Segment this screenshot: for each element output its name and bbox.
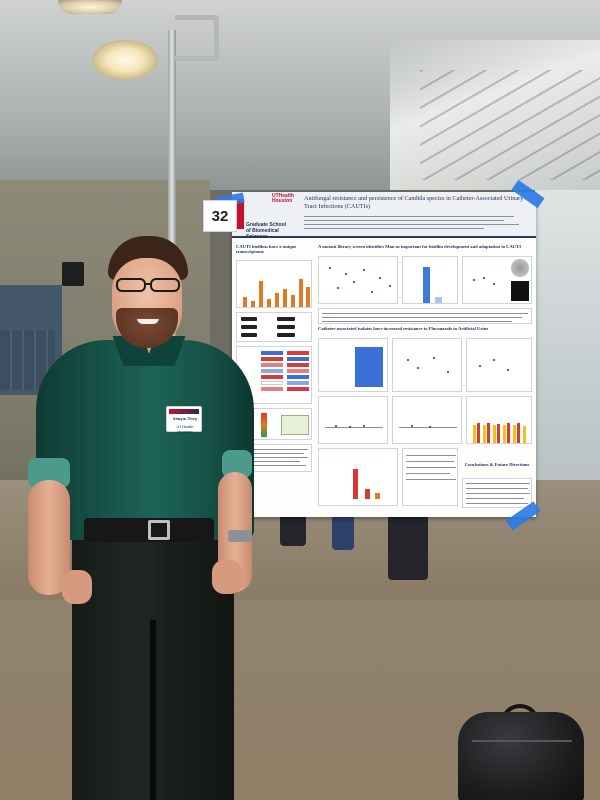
mic-chart-panel-1: [392, 338, 462, 392]
backpack: [458, 712, 584, 800]
glass-door-handle: [175, 15, 219, 61]
smile: [136, 318, 160, 325]
isolate-table-panel: [318, 338, 388, 392]
biofilm-chart-panel-2: [392, 396, 462, 444]
backpack-zipper: [472, 740, 572, 742]
research-poster: Graduate School of Biomedical Sciences U…: [232, 192, 536, 517]
name-tag: Shayla Tilley UTHealth Houston: [166, 406, 202, 434]
wall-speaker: [62, 262, 84, 286]
poster-authors-block: [304, 214, 532, 229]
biofilm-chart-panel-1: [318, 396, 388, 444]
mic-chart-panel-2: [466, 338, 532, 392]
section-d-heading: Conclusions & Future Directions: [464, 462, 530, 467]
scatter-screen-panel: [318, 256, 398, 304]
staircase-background: [390, 40, 600, 190]
section-c-heading: Catheter-associated isolates have increa…: [318, 326, 489, 331]
heatmap-table-panel: [236, 346, 312, 404]
hand-right: [212, 560, 242, 594]
uthealth-logo: UTHealth Houston: [272, 193, 294, 204]
name-tag-name: Shayla Tilley: [172, 416, 198, 421]
belt-buckle: [148, 520, 170, 540]
wristwatch: [228, 530, 252, 542]
hand-left: [62, 570, 92, 604]
poster-header: Graduate School of Biomedical Sciences U…: [232, 192, 536, 240]
poster-number-card: 32: [203, 200, 237, 232]
trouser-seam: [150, 620, 156, 800]
section-b-heading: A mutant library screen identifies Mnn a…: [318, 244, 521, 249]
conclusions-text-block: [462, 478, 532, 508]
green-shirt: [36, 340, 254, 540]
figure-caption-b: [318, 308, 532, 324]
school-logo: Graduate School of Biomedical Sciences: [236, 196, 298, 240]
growth-chart-panel: [318, 448, 398, 506]
mnn-expression-panel: [402, 256, 458, 304]
school-logo-text: Graduate School of Biomedical Sciences: [246, 222, 287, 240]
western-blot-panel: [236, 312, 312, 342]
poster-title: Antifungal resistance and persistence of…: [304, 195, 524, 210]
ceiling-lamp: [92, 40, 158, 80]
figure-caption-c: [402, 448, 458, 506]
name-tag-affiliation: UTHealth Houston: [176, 424, 194, 434]
susceptibility-bar-panel: [466, 396, 532, 444]
right-window: [535, 190, 600, 480]
background-people-legs: [270, 510, 440, 590]
eyeglasses: [112, 278, 184, 294]
glass-door-frame: [168, 30, 176, 410]
bar-chart-panel: [236, 260, 312, 308]
stair-steps: [420, 70, 600, 180]
section-a-heading: CAUTI biofilms have a unique transcripto…: [236, 244, 297, 255]
ceiling-light: [58, 0, 122, 14]
competition-assay-panel: [462, 256, 532, 304]
